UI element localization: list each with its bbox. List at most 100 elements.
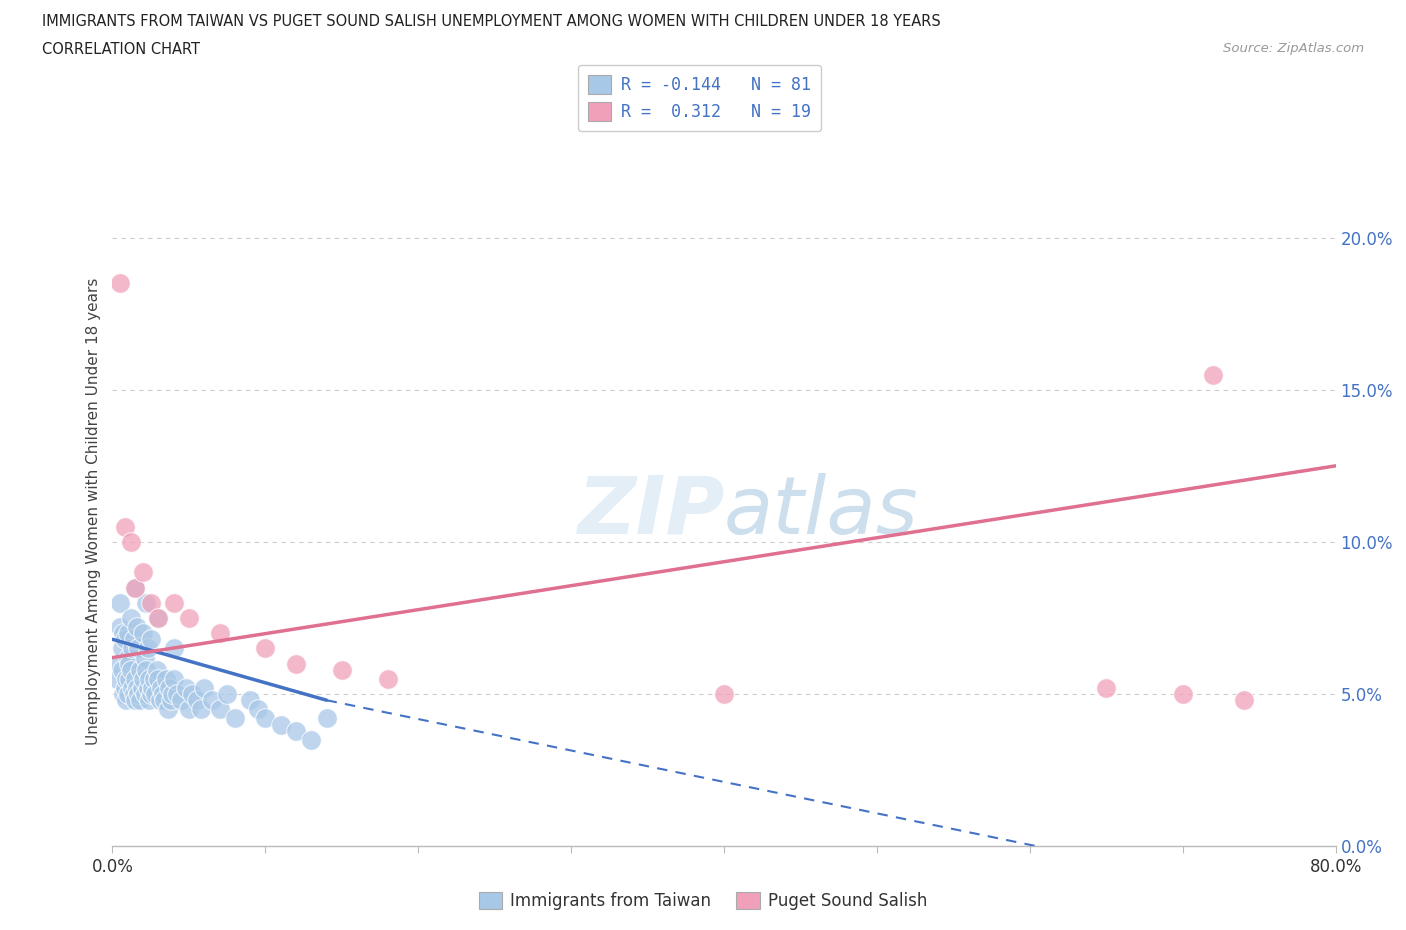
Point — [136, 681, 159, 696]
Point — [115, 671, 138, 686]
Point — [177, 702, 200, 717]
Point — [177, 611, 200, 626]
Point — [166, 686, 188, 701]
Point — [124, 580, 146, 595]
Point — [193, 681, 215, 696]
Point — [134, 650, 156, 665]
Legend: Immigrants from Taiwan, Puget Sound Salish: Immigrants from Taiwan, Puget Sound Sali… — [472, 885, 934, 917]
Point — [124, 671, 146, 686]
Point — [111, 641, 134, 656]
Point — [157, 681, 180, 696]
Point — [115, 693, 138, 708]
Point — [146, 662, 169, 677]
Point — [120, 535, 142, 550]
Text: atlas: atlas — [724, 472, 920, 551]
Point — [254, 711, 277, 726]
Point — [127, 686, 149, 701]
Point — [118, 671, 141, 686]
Point — [117, 626, 139, 641]
Point — [224, 711, 246, 726]
Y-axis label: Unemployment Among Women with Children Under 18 years: Unemployment Among Women with Children U… — [86, 278, 101, 745]
Point — [139, 686, 162, 701]
Point — [132, 626, 155, 641]
Point — [108, 619, 131, 634]
Point — [108, 276, 131, 291]
Text: IMMIGRANTS FROM TAIWAN VS PUGET SOUND SALISH UNEMPLOYMENT AMONG WOMEN WITH CHILD: IMMIGRANTS FROM TAIWAN VS PUGET SOUND SA… — [42, 14, 941, 29]
Point — [186, 693, 208, 708]
Point — [112, 626, 135, 641]
Point — [330, 662, 353, 677]
Point — [315, 711, 337, 726]
Point — [124, 693, 146, 708]
Point — [122, 686, 145, 701]
Point — [114, 519, 136, 534]
Text: Source: ZipAtlas.com: Source: ZipAtlas.com — [1223, 42, 1364, 55]
Point — [111, 662, 134, 677]
Point — [713, 686, 735, 701]
Point — [1202, 367, 1225, 382]
Point — [153, 693, 176, 708]
Point — [108, 595, 131, 610]
Point — [299, 732, 322, 747]
Point — [143, 686, 166, 701]
Point — [208, 702, 231, 717]
Point — [181, 686, 204, 701]
Point — [114, 631, 136, 646]
Text: CORRELATION CHART: CORRELATION CHART — [42, 42, 200, 57]
Point — [114, 681, 136, 696]
Point — [149, 693, 172, 708]
Point — [118, 657, 141, 671]
Point — [135, 595, 157, 610]
Point — [127, 641, 149, 656]
Point — [134, 686, 156, 701]
Point — [148, 611, 170, 626]
Point — [155, 671, 177, 686]
Point — [131, 681, 153, 696]
Point — [117, 650, 139, 665]
Point — [160, 686, 183, 701]
Point — [120, 662, 142, 677]
Point — [163, 641, 186, 656]
Point — [136, 641, 159, 656]
Point — [148, 611, 170, 626]
Point — [125, 619, 148, 634]
Point — [377, 671, 399, 686]
Point — [138, 693, 160, 708]
Point — [163, 671, 186, 686]
Point — [246, 702, 269, 717]
Point — [254, 641, 277, 656]
Point — [121, 681, 143, 696]
Point — [139, 631, 162, 646]
Point — [135, 662, 157, 677]
Point — [284, 657, 308, 671]
Point — [152, 686, 174, 701]
Point — [105, 671, 128, 686]
Point — [159, 693, 181, 708]
Point — [163, 595, 186, 610]
Point — [132, 671, 155, 686]
Point — [156, 702, 179, 717]
Text: ZIP: ZIP — [576, 472, 724, 551]
Point — [142, 671, 165, 686]
Point — [117, 686, 139, 701]
Point — [217, 686, 239, 701]
Point — [121, 641, 143, 656]
Point — [208, 626, 231, 641]
Point — [139, 595, 162, 610]
Legend: R = -0.144   N = 81, R =  0.312   N = 19: R = -0.144 N = 81, R = 0.312 N = 19 — [578, 64, 821, 131]
Point — [270, 717, 292, 732]
Point — [138, 671, 160, 686]
Point — [129, 662, 152, 677]
Point — [239, 693, 262, 708]
Point — [284, 724, 308, 738]
Point — [122, 631, 145, 646]
Point — [174, 681, 197, 696]
Point — [125, 681, 148, 696]
Point — [141, 681, 163, 696]
Point — [150, 681, 173, 696]
Point — [132, 565, 155, 579]
Point — [1171, 686, 1194, 701]
Point — [1233, 693, 1256, 708]
Point — [190, 702, 212, 717]
Point — [1095, 681, 1118, 696]
